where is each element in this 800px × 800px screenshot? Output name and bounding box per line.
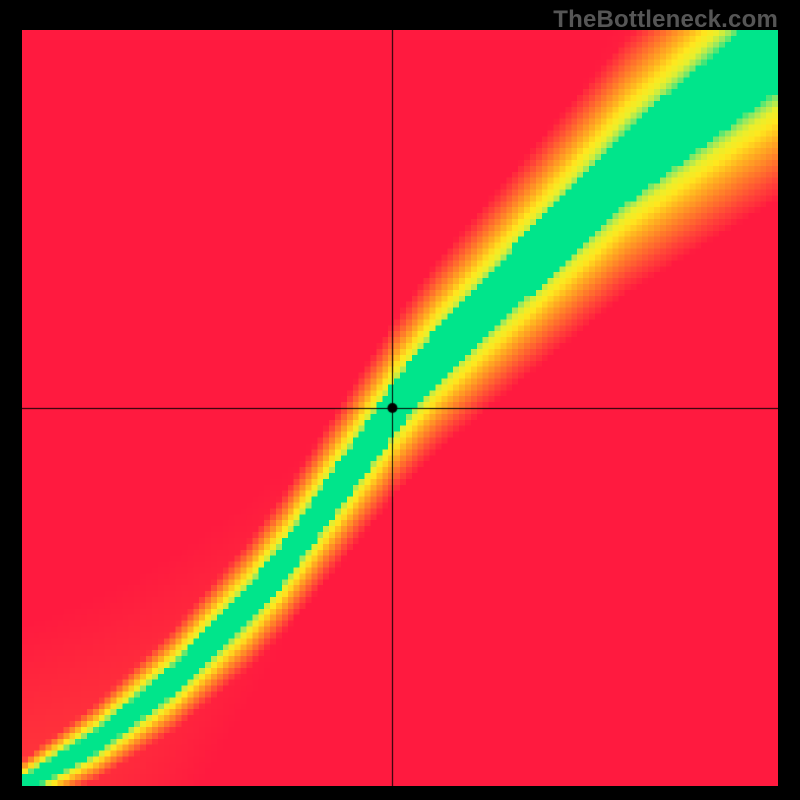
crosshair-overlay (22, 30, 778, 786)
stage: TheBottleneck.com (0, 0, 800, 800)
